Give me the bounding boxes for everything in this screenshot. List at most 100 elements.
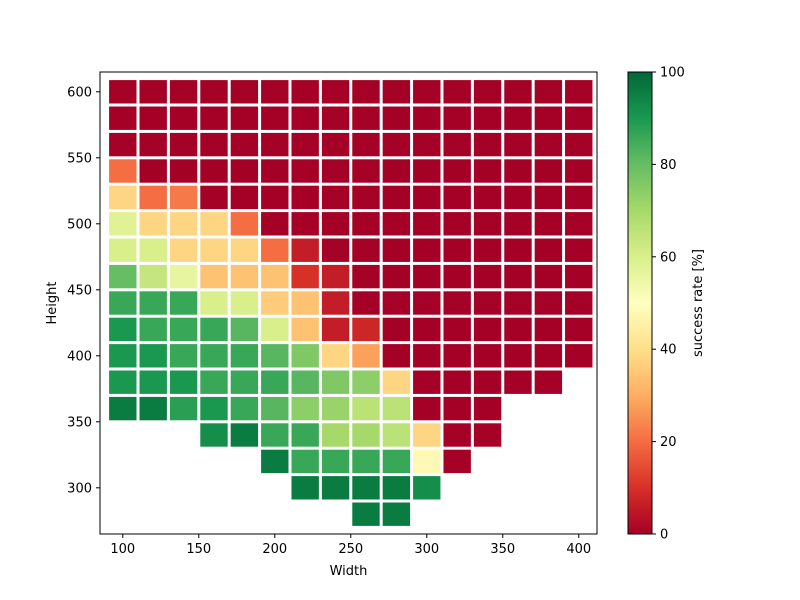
heatmap-cell xyxy=(504,185,532,210)
heatmap-cell xyxy=(139,264,167,289)
heatmap-cell xyxy=(504,106,532,130)
heatmap-cell xyxy=(139,238,167,262)
heatmap-cell xyxy=(534,132,563,157)
heatmap-cell xyxy=(200,238,228,262)
heatmap-cell xyxy=(352,423,380,447)
heatmap-cell xyxy=(230,185,259,210)
heatmap-cell xyxy=(261,396,289,421)
heatmap-cell xyxy=(352,370,380,394)
heatmap-cell xyxy=(443,212,471,236)
heatmap-cell xyxy=(382,212,411,236)
heatmap-cell xyxy=(352,212,380,236)
heatmap-cell xyxy=(230,80,259,104)
heatmap-cell xyxy=(534,291,563,315)
heatmap-cell xyxy=(382,449,411,474)
heatmap-cell xyxy=(139,344,167,368)
heatmap-cell xyxy=(139,132,167,157)
heatmap-cell xyxy=(321,423,350,447)
heatmap-cell xyxy=(352,476,380,500)
heatmap-cell xyxy=(321,264,350,289)
heatmap-cell xyxy=(109,291,137,315)
heatmap-cell xyxy=(413,396,441,421)
heatmap-cell xyxy=(534,106,563,130)
heatmap-cell xyxy=(169,370,198,394)
heatmap-cell xyxy=(534,370,563,394)
colorbar-tick-label: 80 xyxy=(660,158,677,173)
heatmap-cell xyxy=(109,106,137,130)
heatmap-cell xyxy=(200,106,228,130)
heatmap-cell xyxy=(109,80,137,104)
heatmap-cell xyxy=(413,317,441,342)
heatmap-cell xyxy=(230,264,259,289)
heatmap-cell xyxy=(109,344,137,368)
y-axis-label: Height xyxy=(45,282,60,325)
heatmap-cell xyxy=(230,238,259,262)
heatmap-cell xyxy=(200,344,228,368)
heatmap-cell xyxy=(413,80,441,104)
heatmap-cell xyxy=(382,238,411,262)
heatmap-cell xyxy=(139,80,167,104)
heatmap-cell xyxy=(565,344,593,368)
heatmap-cell xyxy=(565,80,593,104)
heatmap-cell xyxy=(200,212,228,236)
heatmap-cell xyxy=(382,132,411,157)
heatmap-cell xyxy=(200,396,228,421)
heatmap-cell xyxy=(291,132,319,157)
heatmap-cell xyxy=(169,159,198,183)
heatmap-cell xyxy=(504,344,532,368)
colorbar-tick-label: 20 xyxy=(660,435,677,450)
heatmap-cell xyxy=(200,185,228,210)
heatmap-cell xyxy=(261,185,289,210)
heatmap-cell xyxy=(261,291,289,315)
heatmap-cell xyxy=(534,159,563,183)
heatmap-cell xyxy=(443,396,471,421)
colorbar-tick-label: 100 xyxy=(660,66,685,81)
heatmap-cells xyxy=(109,80,593,526)
heatmap-cell xyxy=(321,80,350,104)
heatmap-cell xyxy=(200,264,228,289)
heatmap-cell xyxy=(382,370,411,394)
heatmap-cell xyxy=(565,264,593,289)
colorbar-ticks: 0 20 40 60 80 100 xyxy=(652,66,685,543)
heatmap-cell xyxy=(261,238,289,262)
heatmap-cell xyxy=(200,80,228,104)
heatmap-cell xyxy=(261,159,289,183)
heatmap-cell xyxy=(504,132,532,157)
heatmap-cell xyxy=(139,291,167,315)
heatmap-cell xyxy=(169,344,198,368)
heatmap-cell xyxy=(139,106,167,130)
heatmap-cell xyxy=(200,291,228,315)
heatmap-cell xyxy=(473,370,502,394)
heatmap-cell xyxy=(109,212,137,236)
heatmap-cell xyxy=(443,159,471,183)
heatmap-cell xyxy=(321,317,350,342)
heatmap-cell xyxy=(230,370,259,394)
heatmap-cell xyxy=(352,132,380,157)
heatmap-cell xyxy=(261,106,289,130)
heatmap-cell xyxy=(443,106,471,130)
heatmap-cell xyxy=(200,423,228,447)
heatmap-cell xyxy=(443,185,471,210)
heatmap-cell xyxy=(413,159,441,183)
heatmap-cell xyxy=(169,396,198,421)
heatmap-cell xyxy=(352,344,380,368)
heatmap-cell xyxy=(200,370,228,394)
heatmap-cell xyxy=(473,106,502,130)
heatmap-cell xyxy=(443,344,471,368)
colorbar-tick-label: 0 xyxy=(660,528,668,543)
x-tick-label: 200 xyxy=(262,542,287,557)
colorbar-label: success rate [%] xyxy=(691,249,706,357)
x-tick-label: 250 xyxy=(338,542,363,557)
heatmap-cell xyxy=(443,264,471,289)
heatmap-cell xyxy=(169,106,198,130)
heatmap-cell xyxy=(321,291,350,315)
y-tick-label: 300 xyxy=(67,481,92,496)
heatmap-cell xyxy=(382,423,411,447)
colorbar-tick-label: 60 xyxy=(660,250,677,265)
heatmap-cell xyxy=(261,423,289,447)
heatmap-cell xyxy=(504,159,532,183)
heatmap-cell xyxy=(382,80,411,104)
heatmap-cell xyxy=(261,80,289,104)
colorbar: 0 20 40 60 80 100 success rate [%] xyxy=(627,66,706,543)
